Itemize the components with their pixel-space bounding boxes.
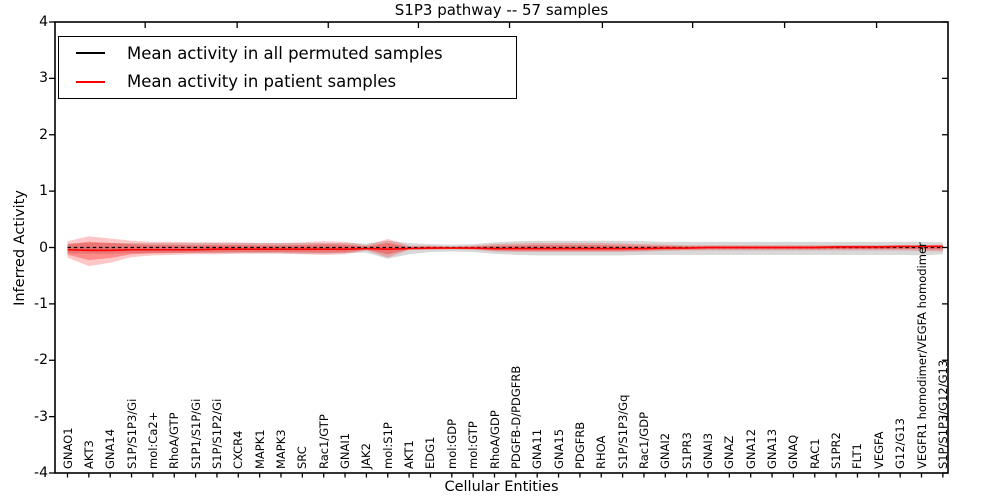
legend-box: Mean activity in all permuted samples Me… [58, 36, 517, 99]
x-tick-label: S1PR2 [829, 432, 844, 469]
x-tick-label: S1P1/S1P/Gi [188, 398, 203, 469]
x-tick-label: GNA14 [103, 428, 118, 469]
x-axis-label: Cellular Entities [444, 479, 559, 495]
y-tick-label: 1 [39, 183, 48, 200]
y-tick-label: 2 [39, 126, 48, 143]
y-tick-label: 0 [39, 239, 48, 256]
x-tick-label: RAC1 [807, 438, 822, 469]
y-tick-label: -4 [34, 465, 48, 481]
x-tick-label: AKT1 [402, 440, 417, 469]
x-tick-label: GNAI1 [338, 432, 353, 469]
legend-label: Mean activity in all permuted samples [127, 43, 443, 63]
y-tick-label: -3 [34, 408, 48, 425]
y-tick-label: 3 [39, 70, 48, 87]
legend-entry-permuted: Mean activity in all permuted samples [76, 41, 516, 65]
patient-mean-line [67, 245, 943, 252]
x-tick-label: mol:GTP [466, 421, 481, 469]
x-tick-label: GNA13 [765, 428, 780, 469]
y-tick-label: 4 [39, 14, 48, 30]
x-tick-label: PDGFRB [572, 421, 587, 469]
x-tick-label: RhoA/GTP [167, 412, 182, 469]
x-tick-label: GNAZ [722, 435, 737, 469]
x-tick-label: Rac1/GTP [316, 414, 331, 469]
x-tick-label: mol:GDP [444, 418, 459, 469]
x-tick-label: RhoA/GDP [487, 410, 502, 469]
x-tick-label: AKT3 [81, 440, 96, 469]
x-tick-label: RHOA [594, 435, 609, 469]
x-tick-label: VEGFA [871, 431, 886, 469]
x-tick-label: mol:Ca2+ [145, 411, 160, 469]
x-tick-label: GNAO1 [60, 427, 75, 469]
x-tick-label: G12/G13 [893, 418, 908, 469]
x-tick-label: PDGFB-D/PDGFRB [508, 365, 523, 469]
x-tick-label: S1PR3 [679, 432, 694, 469]
y-tick-label: -1 [34, 295, 48, 312]
x-tick-label: S1P/S1P3/Gi [124, 398, 139, 469]
x-tick-label: CXCR4 [231, 430, 246, 469]
x-tick-label: mol:S1P [380, 422, 395, 469]
legend-entry-patient: Mean activity in patient samples [76, 70, 516, 94]
legend-label: Mean activity in patient samples [127, 72, 397, 92]
patient-range-band-inner [67, 241, 943, 261]
x-tick-label: SRC [295, 446, 310, 469]
x-tick-label: GNA15 [551, 428, 566, 469]
x-tick-label: VEGFR1 homodimer/VEGFA homodimer [914, 242, 929, 469]
x-tick-label: EDG1 [423, 436, 438, 469]
x-tick-label: MAPK3 [274, 429, 288, 469]
x-tick-label: GNA12 [743, 428, 758, 469]
x-tick-label: FLT1 [850, 443, 865, 469]
x-tick-label: S1P/S1P3/Gq [615, 394, 630, 469]
axis-ticks [49, 21, 948, 478]
x-tick-label: Rac1/GDP [636, 411, 651, 469]
permuted-range-band [67, 240, 943, 259]
x-tick-label: GNA11 [530, 428, 545, 469]
x-tick-label: GNAQ [786, 434, 801, 469]
x-tick-label: S1P/S1P3/G12/G13 [935, 359, 950, 469]
chart-title: S1P3 pathway -- 57 samples [394, 1, 609, 19]
x-tick-label: GNAI3 [701, 432, 715, 469]
x-tick-label: S1P/S1P2/Gi [209, 398, 224, 469]
black-line-swatch [76, 52, 105, 55]
x-tick-label: GNAI2 [658, 432, 673, 469]
x-tick-label: MAPK1 [252, 429, 267, 469]
x-tick-label: JAK2 [359, 443, 374, 469]
y-tick-label: -2 [34, 352, 48, 369]
patient-range-band-outer [67, 236, 943, 267]
red-line-swatch [76, 80, 105, 83]
